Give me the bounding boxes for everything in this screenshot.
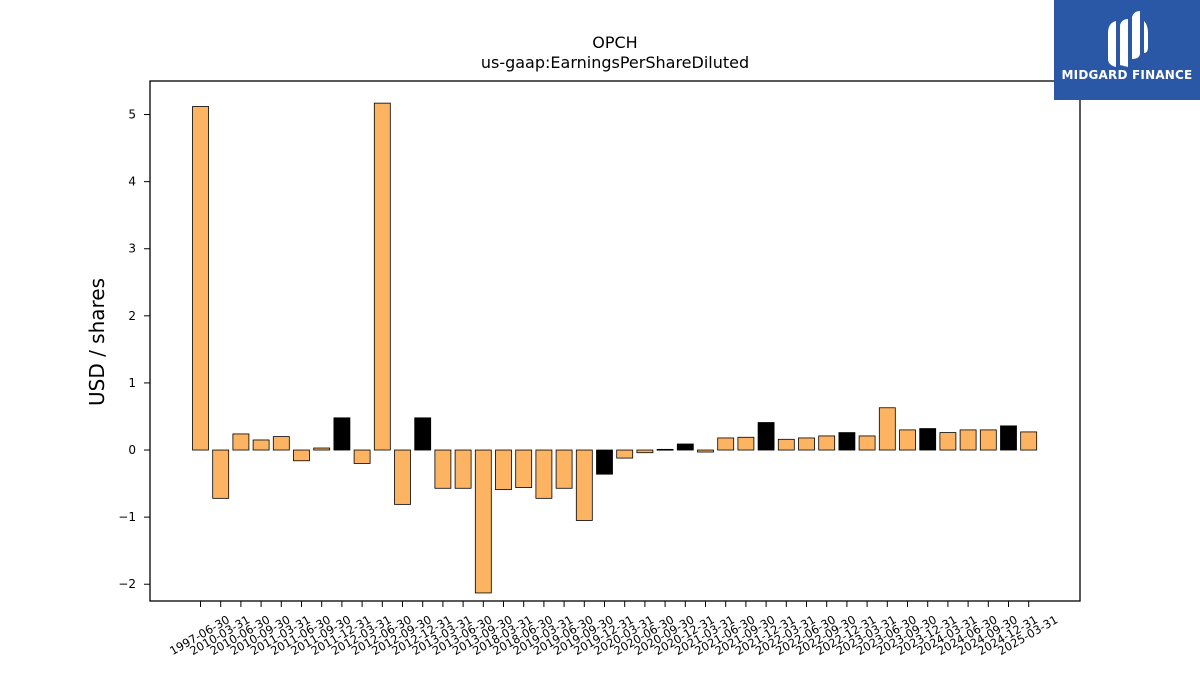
bar-2023-06-30 [878,407,896,451]
bar-2024-03-31 [939,432,957,451]
y-tick-label: 2 [128,309,136,323]
y-axis: −2 −1 0 1 2 3 4 5 [118,108,150,591]
y-axis-label: USD / shares [85,278,109,406]
bar-2018-03-31 [495,449,512,491]
y-tick-label: 5 [128,108,136,122]
bar-2021-06-30 [717,437,735,451]
bar-2020-03-31 [616,449,634,459]
bar-2012-03-31 [353,449,371,464]
bar-2021-09-30 [737,436,755,451]
chart-subtitle: us-gaap:EarningsPerShareDiluted [481,53,749,72]
bar-2019-09-30 [575,449,593,521]
bar-2012-09-30 [394,449,411,505]
bar-2024-12-31 [1000,425,1017,451]
bar-2019-06-30 [555,449,573,489]
y-tick-label: 1 [128,376,136,390]
bar-2010-09-30 [252,439,270,451]
bar-2010-06-30 [232,433,250,451]
bar-2025-03-31 [1020,431,1038,451]
bar-2023-09-30 [899,429,916,451]
x-axis: 1997-06-302010-03-312010-06-302010-09-30… [167,601,1060,658]
bar-2019-03-31 [535,449,553,499]
bar-2024-09-30 [979,429,997,451]
bar-2023-12-31 [919,428,937,451]
bar-1997-06-30 [192,106,209,451]
y-tick-label: −1 [118,510,136,524]
y-tick-label: −2 [118,577,136,591]
bar-2018-06-30 [515,449,533,488]
bar-2010-03-31 [212,449,230,499]
y-tick-label: 4 [128,175,136,189]
midgard-logo-icon [1108,11,1148,67]
bar-2011-03-31 [272,436,290,451]
bar-2012-06-30 [373,102,391,451]
bar-2020-06-30 [636,449,654,454]
bar-2019-12-31 [596,449,613,475]
bar-2024-06-30 [959,429,977,451]
chart-title: OPCH [592,33,637,52]
bar-2020-12-31 [676,443,694,451]
bar-2011-06-30 [293,449,310,462]
bars-group [192,102,1038,594]
bar-2012-12-31 [414,417,432,451]
bar-2011-12-31 [333,417,351,451]
logo-text: MIDGARD FINANCE [1061,68,1193,82]
bar-2013-09-30 [474,449,492,594]
bar-2021-03-31 [697,449,714,453]
bar-2022-12-31 [838,432,856,451]
bar-2023-03-31 [858,435,876,451]
bar-2011-09-30 [313,447,331,451]
bar-2022-09-30 [818,435,836,451]
bar-2013-06-30 [454,449,472,489]
bar-2013-03-31 [434,449,452,489]
y-tick-label: 0 [128,443,136,457]
plot-frame [149,80,1081,602]
bar-2022-03-31 [777,438,795,451]
bar-2020-09-30 [656,448,674,451]
midgard-finance-logo: MIDGARD FINANCE [1054,0,1200,100]
y-tick-label: 3 [128,242,136,256]
bar-2022-06-30 [798,437,815,451]
bar-2021-12-31 [757,422,775,451]
